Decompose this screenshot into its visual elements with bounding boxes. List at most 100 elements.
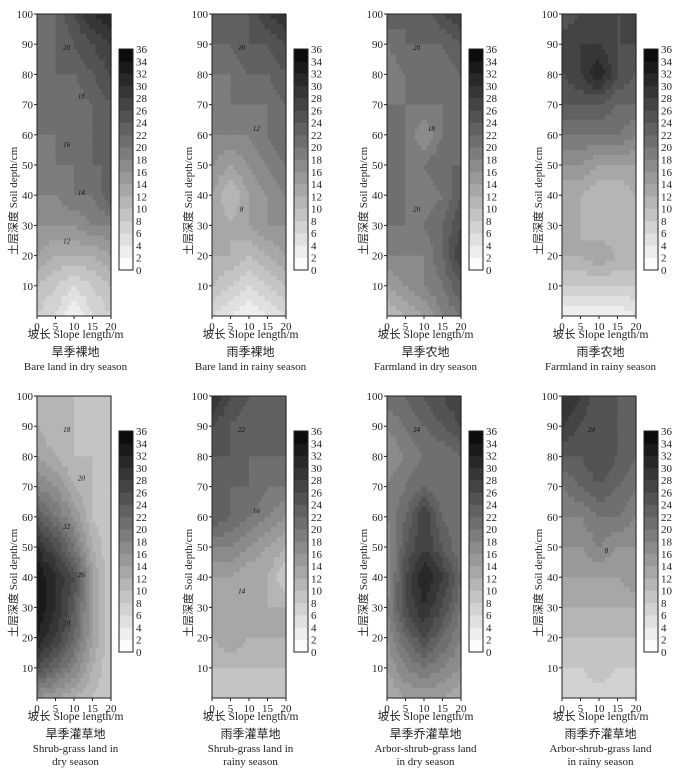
colorbar-segment	[119, 209, 133, 222]
x-axis-label: 坡长 Slope length/m	[338, 329, 513, 342]
colorbar-segment	[119, 74, 133, 87]
colorbar-tick-label: 28	[136, 93, 148, 105]
colorbar-segment	[119, 258, 133, 271]
y-tick-label: 30	[372, 220, 384, 232]
colorbar-segment	[469, 86, 483, 99]
colorbar-segment	[119, 98, 133, 111]
colorbar-segment	[469, 98, 483, 111]
y-tick-label: 10	[372, 281, 384, 293]
colorbar-tick-label: 4	[136, 240, 142, 252]
contour-label: 14	[78, 189, 86, 197]
colorbar-segment	[119, 184, 133, 197]
colorbar-segment	[469, 49, 483, 62]
colorbar-tick-label: 32	[311, 69, 322, 81]
contour-field	[562, 14, 637, 317]
colorbar-tick-label: 36	[136, 44, 148, 56]
x-axis-label: 坡长 Slope length/m	[163, 329, 338, 342]
colorbar-tick-label: 2	[136, 253, 142, 265]
colorbar-segment	[119, 160, 133, 173]
colorbar-segment	[294, 245, 308, 258]
colorbar-tick-label: 22	[486, 130, 497, 142]
y-tick-label: 70	[372, 100, 384, 112]
y-tick-label: 40	[22, 190, 34, 202]
colorbar-tick-label: 20	[486, 142, 498, 154]
colorbar-tick-label: 14	[136, 179, 148, 191]
colorbar-tick-label: 16	[486, 167, 498, 179]
colorbar-segment	[119, 147, 133, 160]
colorbar-tick-label: 36	[311, 44, 323, 56]
caption-chinese: 雨季裸地	[163, 345, 338, 359]
colorbar-tick-label: 12	[136, 191, 147, 203]
colorbar-tick-label: 4	[311, 240, 317, 252]
colorbar-tick-label: 14	[486, 179, 498, 191]
colorbar-segment	[294, 61, 308, 74]
caption-chinese: 旱季农地	[338, 345, 513, 359]
colorbar-tick-label: 12	[486, 191, 497, 203]
colorbar-segment	[469, 160, 483, 173]
colorbar-tick-label: 2	[486, 253, 492, 265]
y-tick-label: 100	[367, 9, 384, 21]
contour-label: 20	[63, 44, 71, 52]
contour-label: 18	[428, 125, 436, 133]
y-tick-label: 50	[197, 160, 209, 172]
colorbar-segment	[469, 258, 483, 271]
y-tick-label: 100	[17, 9, 34, 21]
colorbar-tick-label: 12	[311, 191, 322, 203]
colorbar-tick-label: 32	[486, 69, 497, 81]
colorbar-tick-label: 34	[136, 56, 148, 68]
colorbar-tick-label: 14	[311, 179, 323, 191]
colorbar-segment	[119, 221, 133, 234]
colorbar-segment	[119, 110, 133, 123]
contour-label: 12	[253, 125, 261, 133]
caption-english: Bare land in rainy season	[163, 361, 338, 374]
colorbar-tick-label: 24	[486, 118, 498, 130]
colorbar-tick-label: 0	[136, 265, 142, 277]
colorbar-segment	[119, 61, 133, 74]
colorbar-segment	[294, 98, 308, 111]
contour-field	[212, 14, 287, 317]
colorbar-tick-label: 30	[311, 81, 323, 93]
colorbar-tick-label: 16	[311, 167, 323, 179]
colorbar-segment	[294, 196, 308, 209]
colorbar-segment	[294, 209, 308, 222]
colorbar-segment	[294, 123, 308, 136]
colorbar-segment	[294, 110, 308, 123]
y-tick-label: 50	[22, 160, 34, 172]
colorbar-tick-label: 30	[136, 81, 148, 93]
colorbar-segment	[469, 184, 483, 197]
y-tick-label: 40	[372, 190, 384, 202]
y-tick-label: 90	[372, 39, 384, 51]
y-tick-label: 60	[22, 130, 34, 142]
colorbar-segment	[469, 61, 483, 74]
colorbar-segment	[469, 209, 483, 222]
colorbar-tick-label: 24	[136, 118, 148, 130]
contour-label: 20	[413, 205, 421, 213]
y-axis-label: 土层深度 Soil depth/cm	[5, 147, 21, 255]
colorbar-segment	[294, 147, 308, 160]
colorbar-segment	[294, 135, 308, 148]
y-tick-label: 70	[22, 100, 34, 112]
caption-chinese: 旱季裸地	[0, 345, 163, 359]
colorbar-segment	[119, 135, 133, 148]
colorbar-tick-label: 6	[136, 228, 142, 240]
colorbar-tick-label: 32	[136, 69, 147, 81]
colorbar-tick-label: 34	[486, 56, 498, 68]
colorbar-segment	[469, 74, 483, 87]
colorbar-segment	[469, 123, 483, 136]
y-tick-label: 80	[372, 69, 384, 81]
y-tick-label: 50	[372, 160, 384, 172]
y-tick-label: 80	[22, 69, 34, 81]
y-tick-label: 90	[197, 39, 209, 51]
contour-field	[37, 14, 112, 317]
colorbar-tick-label: 36	[486, 44, 498, 56]
y-tick-label: 20	[372, 251, 384, 263]
colorbar-tick-label: 22	[311, 130, 322, 142]
contour-label: 12	[63, 238, 71, 246]
caption-english: Farmland in dry season	[338, 361, 513, 374]
x-axis-label: 坡长 Slope length/m	[0, 329, 163, 342]
